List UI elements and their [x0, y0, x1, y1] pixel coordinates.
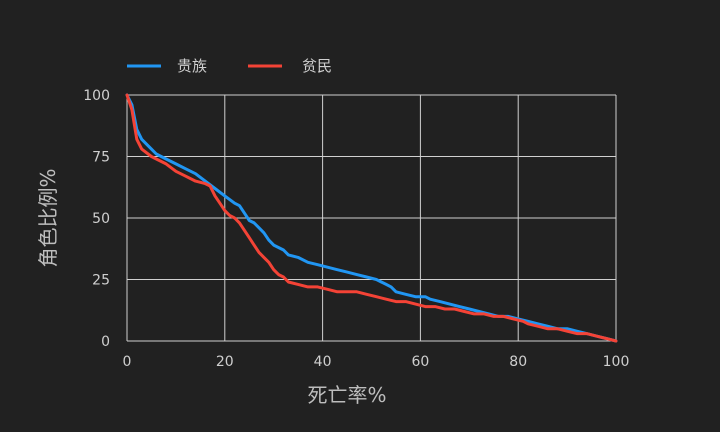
x-tick-label: 80: [509, 354, 527, 370]
y-tick-label: 75: [92, 150, 110, 166]
y-tick-label: 0: [101, 334, 110, 350]
y-tick-label: 100: [83, 88, 110, 104]
y-axis-title: 角色比例%: [36, 168, 60, 267]
legend-label-nobles: 贵族: [177, 57, 207, 75]
x-tick-label: 40: [314, 354, 332, 370]
series-layer: [125, 93, 618, 343]
x-axis-title: 死亡率%: [307, 383, 386, 407]
y-tick-label: 25: [92, 273, 110, 289]
x-tick-label: 60: [411, 354, 429, 370]
legend: 贵族 贫民: [127, 57, 332, 75]
tick-labels: 0 20 40 60 80 100 0 25 50 75 100: [83, 88, 629, 370]
y-tick-label: 50: [92, 211, 110, 227]
series-line-commoners: [125, 93, 618, 343]
x-tick-label: 20: [216, 354, 234, 370]
x-tick-label: 100: [603, 354, 630, 370]
grid: [126, 94, 617, 342]
x-tick-label: 0: [123, 354, 132, 370]
legend-label-commoners: 贫民: [302, 57, 332, 75]
